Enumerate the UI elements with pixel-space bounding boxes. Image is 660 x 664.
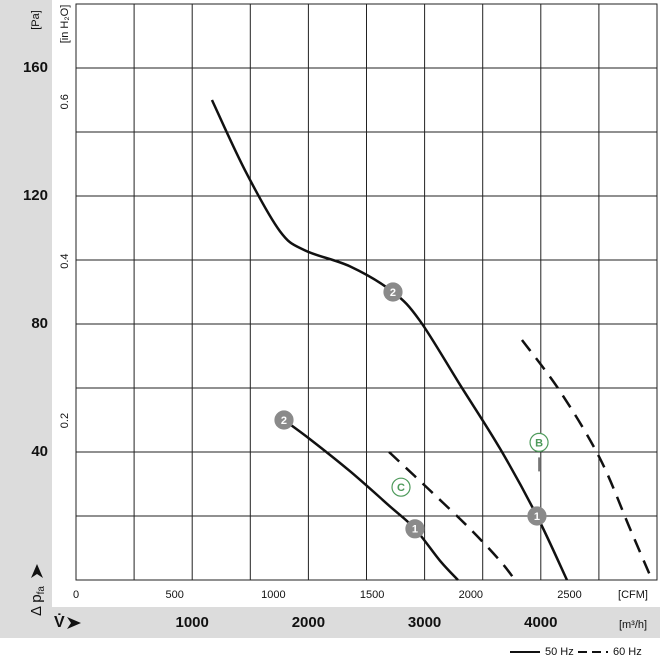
y-tick-label: 120: [23, 187, 48, 204]
legend-label: 60 Hz: [613, 646, 642, 658]
y-symbol-sub: fa: [36, 586, 47, 595]
x2-tick-label: 2500: [557, 589, 581, 601]
x2-tick-label: 0: [73, 589, 79, 601]
x2-tick-label: 1000: [261, 589, 285, 601]
marker-label: 1: [412, 524, 418, 536]
y2-tick-label: 0.2: [59, 413, 71, 428]
marker-label: 1: [534, 511, 540, 523]
marker-label: C: [397, 482, 405, 494]
bottom-band: [0, 607, 660, 638]
curve: [283, 418, 459, 581]
x-symbol: V̇: [54, 613, 65, 631]
curve-marker: [391, 477, 411, 497]
x-tick-label: 2000: [292, 614, 325, 631]
x2-tick-label: 500: [166, 589, 184, 601]
y-tick-label: 80: [31, 315, 48, 332]
y-symbol-text: Δ pfa: [28, 586, 47, 616]
curve-marker: [383, 282, 403, 302]
marker-label: B: [535, 437, 543, 449]
curve: [210, 99, 569, 581]
x-tick-label: 3000: [408, 614, 441, 631]
y-tick-label: 160: [23, 59, 48, 76]
x2-tick-label: 2000: [459, 589, 483, 601]
x-unit: [m³/h]: [619, 619, 647, 631]
y2-unit: [in H₂O]: [59, 5, 71, 44]
marker-label: 2: [390, 287, 396, 299]
curve-marker: [527, 506, 547, 526]
y-symbol: Δ pfa: [28, 564, 47, 616]
y2-tick-label: 0.4: [59, 254, 71, 269]
y-symbol-main: Δ p: [28, 594, 45, 616]
x2-unit: [CFM]: [618, 589, 648, 601]
marker-label: 2: [281, 415, 287, 427]
arrow: [31, 564, 43, 578]
x-tick-label: 4000: [524, 614, 557, 631]
arrow: [67, 617, 81, 629]
plot-frame: [75, 3, 658, 581]
curve-marker: [405, 519, 425, 539]
left-band: [0, 0, 52, 607]
x-tick-label: 1000: [176, 614, 209, 631]
legend-label: 50 Hz: [545, 646, 574, 658]
curve-marker: [274, 410, 294, 430]
curve-marker: [529, 432, 549, 452]
y2-tick-label: 0.6: [59, 94, 71, 109]
y-unit: [Pa]: [30, 10, 42, 30]
x2-tick-label: 1500: [360, 589, 384, 601]
y-tick-label: 40: [31, 443, 48, 460]
curve: [520, 339, 654, 581]
curve: [388, 451, 516, 581]
